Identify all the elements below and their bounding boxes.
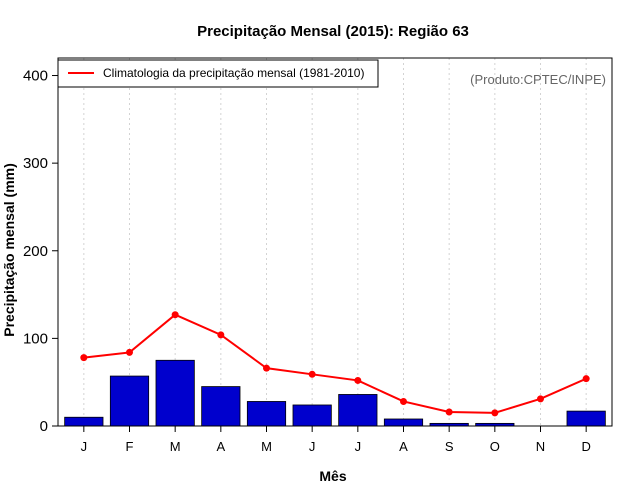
bar-0 [64, 416, 104, 427]
legend-entry-climatology: Climatologia da precipitação mensal (198… [103, 66, 364, 80]
climatology-line [83, 313, 587, 414]
climatology-point-3 [217, 331, 225, 339]
x-tick-label: S [445, 439, 454, 454]
bar-11 [566, 410, 606, 427]
x-tick-label: F [126, 439, 134, 454]
climatology-point-0 [80, 354, 88, 362]
climatology-point-4 [263, 364, 270, 372]
chart-title: Precipitação Mensal (2015): Região 63 [197, 23, 469, 40]
grid-lines [83, 58, 587, 426]
climatology-point-6 [354, 376, 362, 384]
climatology-point-7 [400, 397, 407, 405]
product-credit: (Produto:CPTEC/INPE) [470, 72, 606, 87]
bar-2 [155, 359, 195, 427]
bar-7 [383, 418, 424, 427]
climatology-point-1 [126, 348, 133, 356]
plot-frame [57, 57, 613, 427]
bar-3 [201, 386, 241, 427]
x-tick-label: J [309, 439, 316, 454]
climatology-point-9 [491, 409, 499, 417]
x-tick-label: D [581, 439, 590, 454]
climatology-point-5 [308, 370, 316, 378]
x-tick-label: O [490, 439, 500, 454]
axes: 0 100 200 300 400 J F M A M J J A S O N D [23, 68, 591, 454]
climatology-point-11 [582, 375, 590, 383]
x-tick-label: J [81, 439, 88, 454]
y-axis-title: Precipitação mensal (mm) [1, 163, 17, 337]
climatology-series [80, 311, 590, 417]
x-tick-label: A [216, 439, 225, 454]
x-tick-label: M [261, 439, 272, 454]
climatology-point-2 [171, 311, 179, 319]
bar-1 [109, 375, 150, 427]
legend: Climatologia da precipitação mensal (198… [57, 59, 379, 88]
legend-box [57, 59, 379, 88]
x-tick-label: J [355, 439, 362, 454]
y-tick-label: 100 [23, 330, 48, 347]
y-tick-label: 300 [23, 155, 48, 172]
x-tick-label: A [399, 439, 408, 454]
climatology-point-8 [445, 408, 453, 416]
y-tick-label: 200 [23, 243, 48, 260]
y-tick-label: 0 [40, 418, 48, 435]
bar-4 [246, 401, 287, 427]
y-tick-label: 400 [23, 68, 48, 85]
x-tick-label: N [536, 439, 545, 454]
climatology-point-10 [537, 395, 544, 403]
bar-5 [292, 404, 332, 427]
bar-6 [338, 394, 378, 427]
x-tick-label: M [170, 439, 181, 454]
x-axis-title: Mês [319, 468, 346, 484]
bar-series [64, 359, 606, 427]
